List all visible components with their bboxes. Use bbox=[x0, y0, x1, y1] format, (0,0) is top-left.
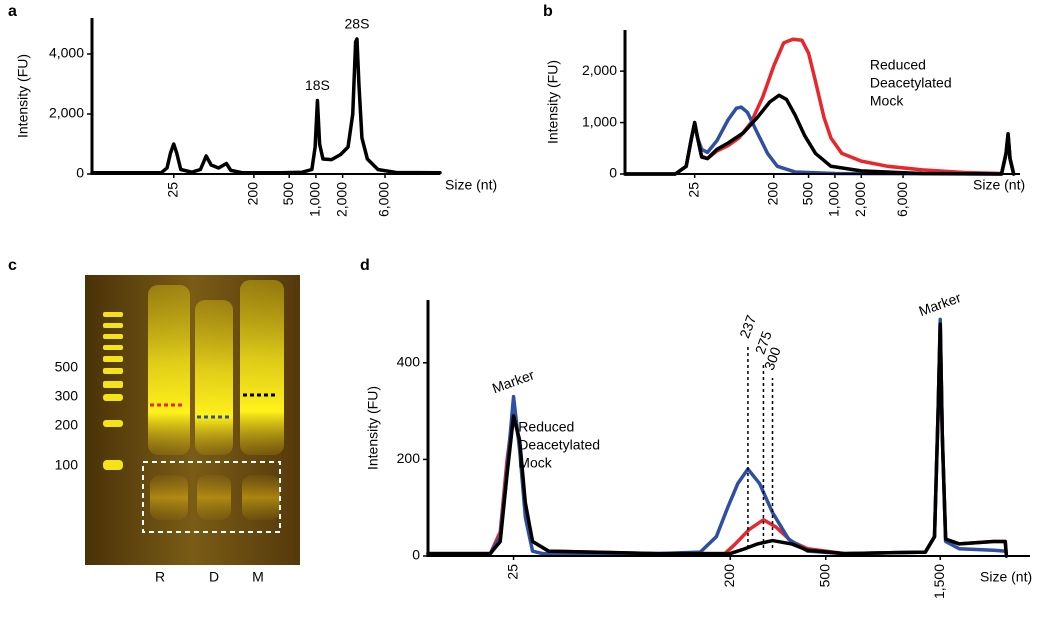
series-line bbox=[426, 319, 1009, 558]
x-tick-label: 200 bbox=[721, 564, 737, 588]
x-tick-label: 200 bbox=[245, 182, 261, 206]
y-tick-label: 0 bbox=[76, 165, 84, 181]
panel-label: a bbox=[8, 3, 17, 20]
x-tick-label: 1,000 bbox=[826, 182, 842, 217]
gel-size-label: 200 bbox=[55, 417, 79, 433]
legend-entry: Mock bbox=[870, 93, 904, 109]
lane-label: M bbox=[252, 569, 264, 585]
y-axis-label: Intensity (FU) bbox=[15, 54, 31, 138]
x-tick-label: 1,500 bbox=[931, 564, 947, 599]
y-tick-label: 4,000 bbox=[49, 45, 84, 61]
gel-image bbox=[85, 275, 300, 565]
series-line bbox=[426, 322, 1009, 558]
series-line bbox=[426, 317, 1008, 556]
panel-label: b bbox=[543, 3, 553, 20]
x-tick-label: 25 bbox=[164, 182, 180, 198]
gel-size-label: 100 bbox=[55, 457, 79, 473]
x-tick-label: 200 bbox=[764, 182, 780, 206]
y-tick-label: 1,000 bbox=[582, 113, 617, 129]
x-tick-label: 25 bbox=[504, 564, 520, 580]
x-tick-label: 500 bbox=[280, 182, 296, 206]
legend-entry: Reduced bbox=[518, 419, 574, 435]
annotation: 28S bbox=[345, 16, 370, 32]
series-line bbox=[623, 105, 1016, 176]
x-tick-label: 2,000 bbox=[333, 182, 349, 217]
gel-size-label: 500 bbox=[55, 359, 79, 375]
annotation: Marker bbox=[490, 366, 537, 396]
y-tick-label: 2,000 bbox=[582, 62, 617, 78]
gel-size-label: 300 bbox=[55, 388, 79, 404]
annotation: 18S bbox=[305, 77, 330, 93]
y-tick-label: 400 bbox=[397, 353, 421, 369]
y-tick-label: 0 bbox=[412, 547, 420, 563]
legend-entry: Reduced bbox=[870, 57, 926, 73]
x-tick-label: 1,000 bbox=[307, 182, 323, 217]
x-tick-label: 6,000 bbox=[376, 182, 392, 217]
peak-marker-label: 237 bbox=[736, 313, 759, 341]
peak-marker-label: 275 bbox=[752, 329, 775, 357]
lane-label: R bbox=[155, 569, 165, 585]
x-tick-label: 500 bbox=[799, 182, 815, 206]
legend-entry: Mock bbox=[518, 455, 552, 471]
x-tick-label: 25 bbox=[685, 182, 701, 198]
x-axis-label: Size (nt) bbox=[980, 569, 1032, 585]
panel-label: c bbox=[8, 257, 17, 274]
peak-marker-label: 300 bbox=[761, 345, 784, 373]
lane-label: D bbox=[209, 569, 219, 585]
series-line bbox=[90, 37, 442, 175]
y-axis-label: Intensity (FU) bbox=[545, 60, 561, 144]
y-axis-label: Intensity (FU) bbox=[365, 386, 381, 470]
panel-label: d bbox=[360, 257, 370, 274]
y-tick-label: 200 bbox=[397, 450, 421, 466]
legend-entry: Deacetylated bbox=[518, 437, 600, 453]
x-tick-label: 500 bbox=[816, 564, 832, 588]
x-tick-label: 6,000 bbox=[894, 182, 910, 217]
series-line bbox=[623, 37, 1016, 176]
legend-entry: Deacetylated bbox=[870, 75, 952, 91]
y-tick-label: 0 bbox=[609, 165, 617, 181]
x-tick-label: 2,000 bbox=[852, 182, 868, 217]
x-axis-label: Size (nt) bbox=[973, 177, 1025, 193]
annotation: Marker bbox=[917, 289, 964, 319]
y-tick-label: 2,000 bbox=[49, 105, 84, 121]
x-axis-label: Size (nt) bbox=[445, 177, 497, 193]
series-line bbox=[623, 93, 1016, 176]
